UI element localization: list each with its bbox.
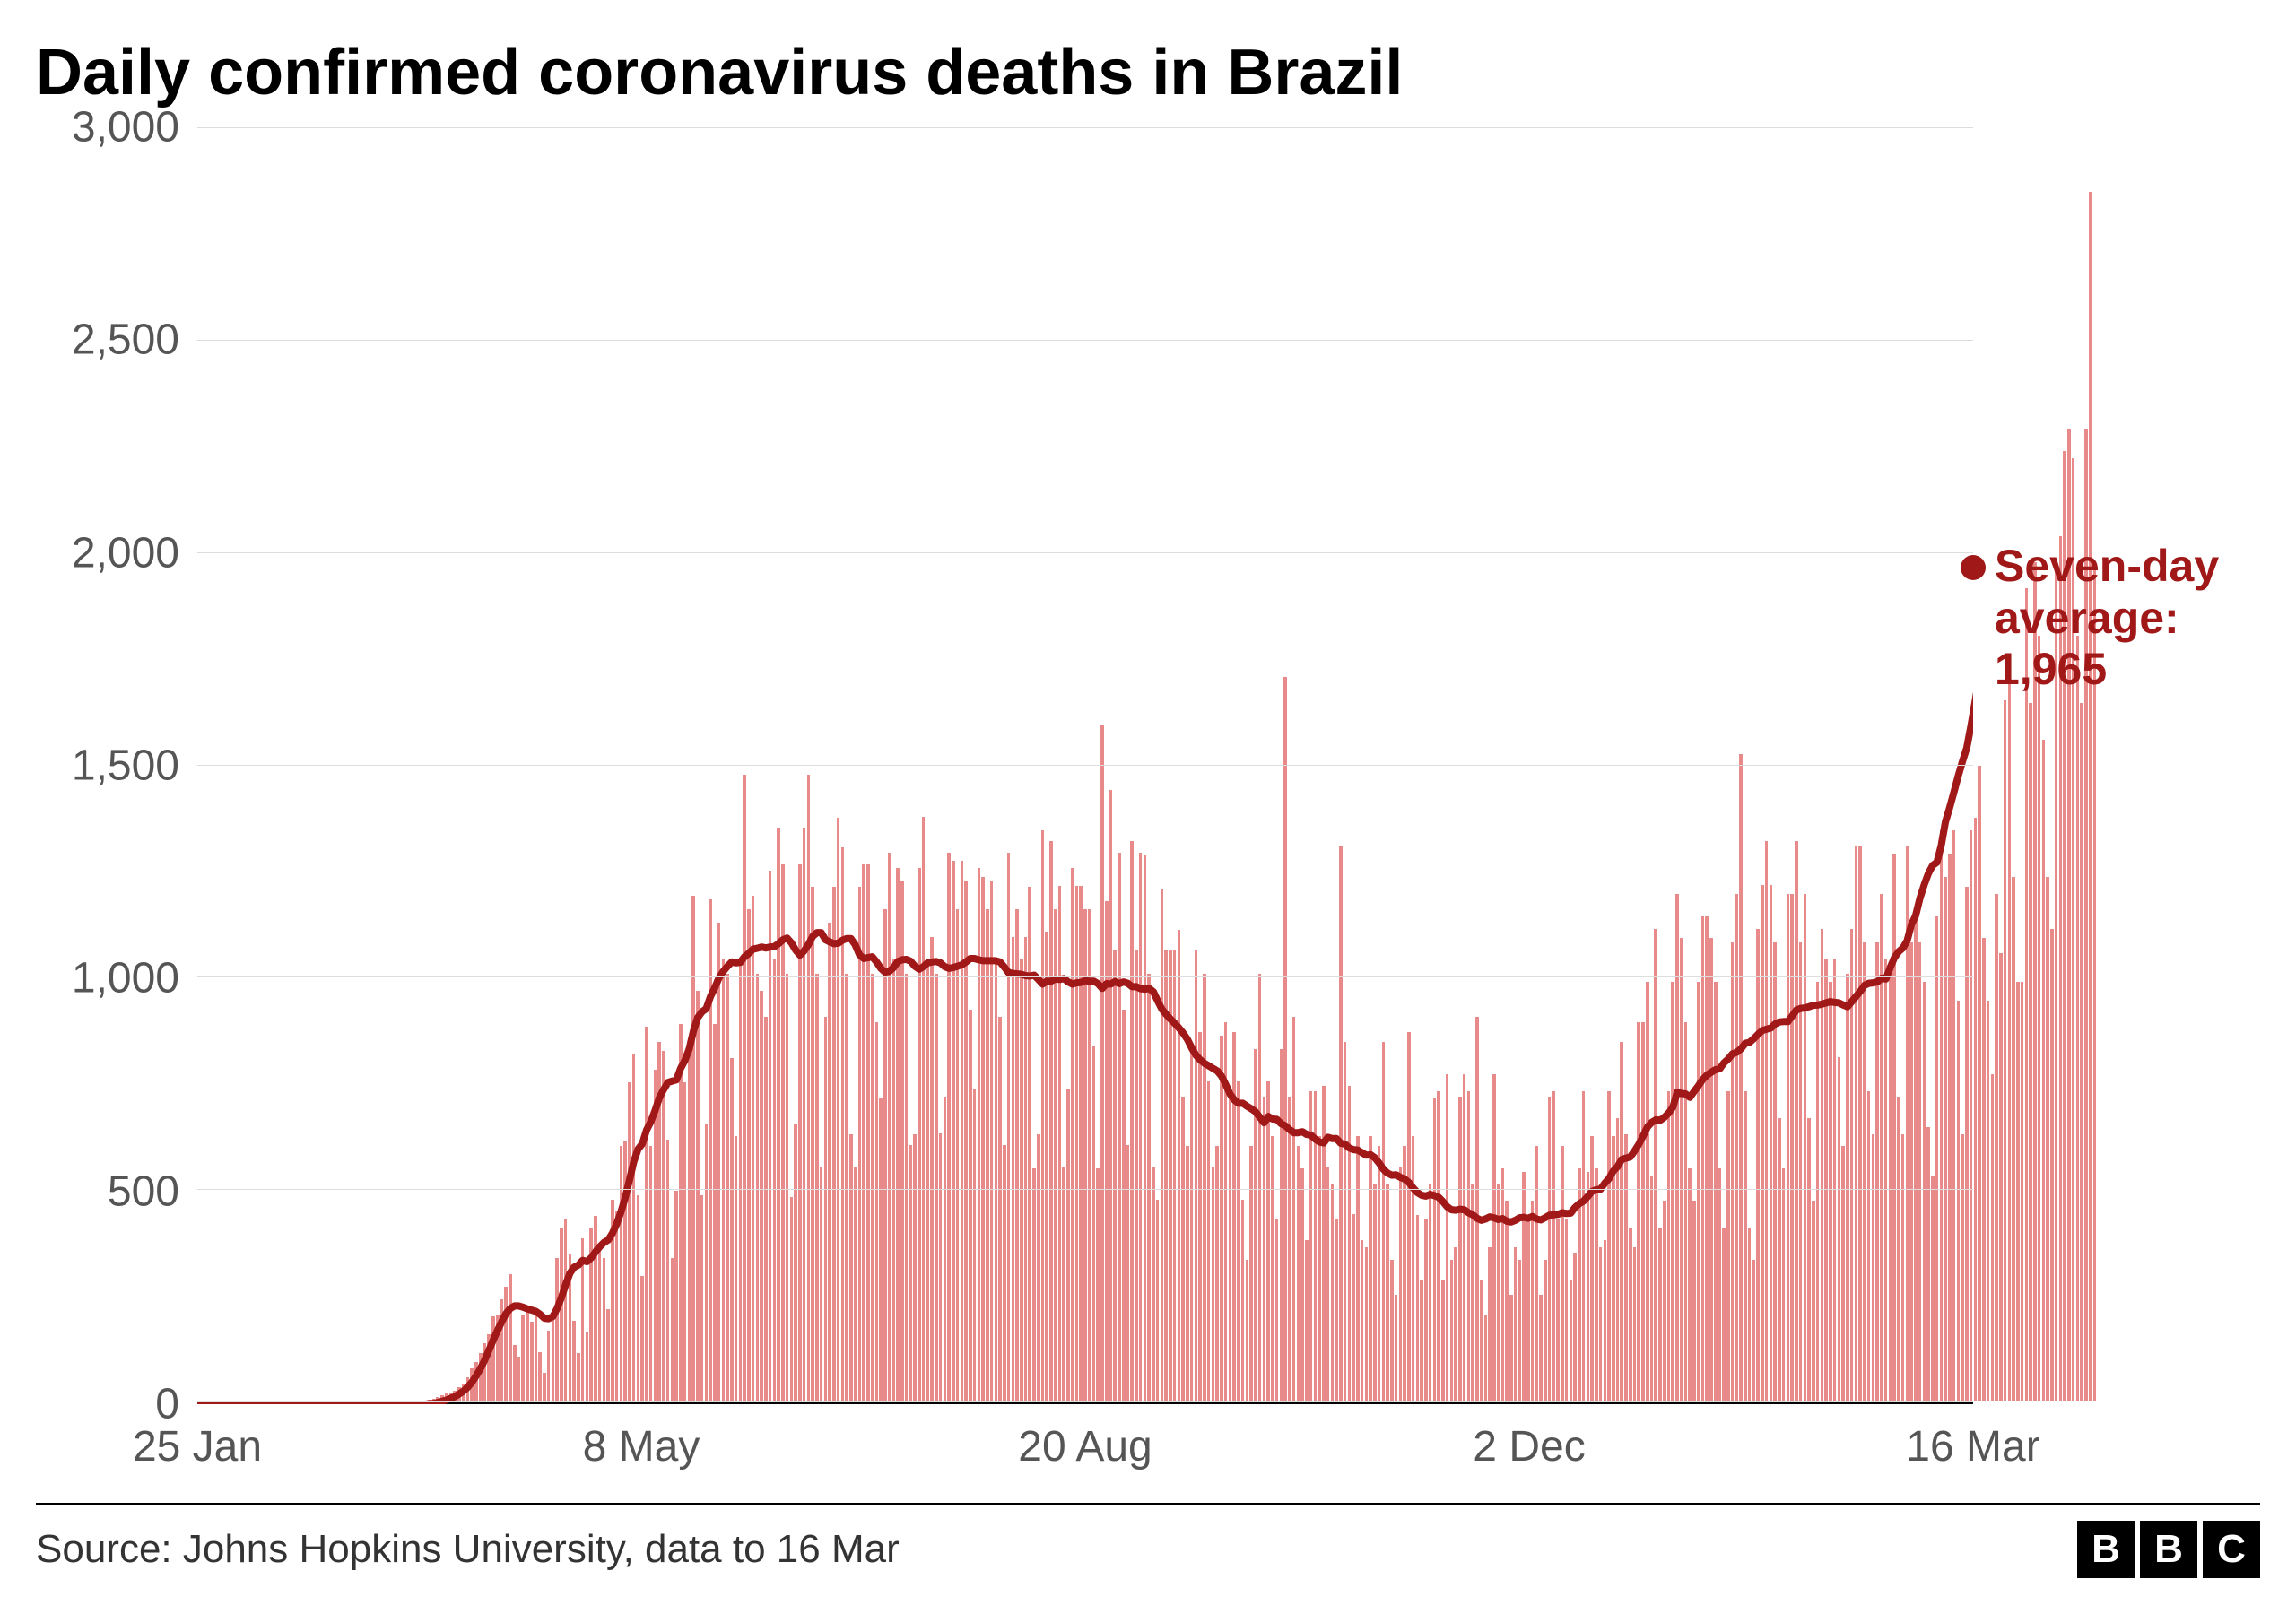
y-tick-label: 2,000 — [72, 528, 179, 577]
y-tick-label: 3,000 — [72, 103, 179, 152]
plot-wrapper: 05001,0001,5002,0002,5003,000 Seven-daya… — [36, 127, 2260, 1404]
y-tick-label: 2,500 — [72, 316, 179, 365]
gridline — [197, 976, 1973, 977]
x-tick-label: 2 Dec — [1473, 1422, 1585, 1471]
x-tick-label: 25 Jan — [133, 1422, 262, 1471]
y-tick-label: 500 — [108, 1167, 179, 1216]
bbc-logo-letter: C — [2203, 1521, 2260, 1578]
source-text: Source: Johns Hopkins University, data t… — [36, 1527, 900, 1572]
annotation-line: Seven-day — [1995, 541, 2219, 591]
bbc-logo: B B C — [2077, 1521, 2260, 1578]
chart-footer: Source: Johns Hopkins University, data t… — [36, 1503, 2260, 1578]
avg-end-dot — [1961, 555, 1986, 580]
gridline — [197, 552, 1973, 553]
y-tick-label: 1,000 — [72, 954, 179, 1003]
avg-annotation: Seven-dayaverage:1,965 — [1995, 541, 2219, 696]
seven-day-avg-line — [199, 568, 1973, 1404]
y-axis: 05001,0001,5002,0002,5003,000 — [36, 127, 197, 1404]
x-tick-label: 16 Mar — [1906, 1422, 2039, 1471]
bbc-logo-letter: B — [2077, 1521, 2135, 1578]
gridline — [197, 1401, 1973, 1402]
avg-line-layer — [197, 127, 1973, 1404]
gridline — [197, 1189, 1973, 1190]
right-margin: Seven-dayaverage:1,965 — [1973, 127, 2260, 1404]
gridline — [197, 765, 1973, 766]
y-tick-label: 1,500 — [72, 742, 179, 791]
annotation-line: average: — [1995, 593, 2179, 643]
bbc-logo-letter: B — [2140, 1521, 2197, 1578]
gridline — [197, 340, 1973, 341]
x-axis: 25 Jan8 May20 Aug2 Dec16 Mar — [197, 1404, 2260, 1503]
plot-area — [197, 127, 1973, 1404]
x-tick-label: 8 May — [583, 1422, 700, 1471]
x-tick-label: 20 Aug — [1018, 1422, 1152, 1471]
chart-container: Daily confirmed coronavirus deaths in Br… — [36, 36, 2260, 1578]
gridline — [197, 127, 1973, 128]
chart-title: Daily confirmed coronavirus deaths in Br… — [36, 36, 2260, 109]
annotation-line: 1,965 — [1995, 644, 2107, 694]
